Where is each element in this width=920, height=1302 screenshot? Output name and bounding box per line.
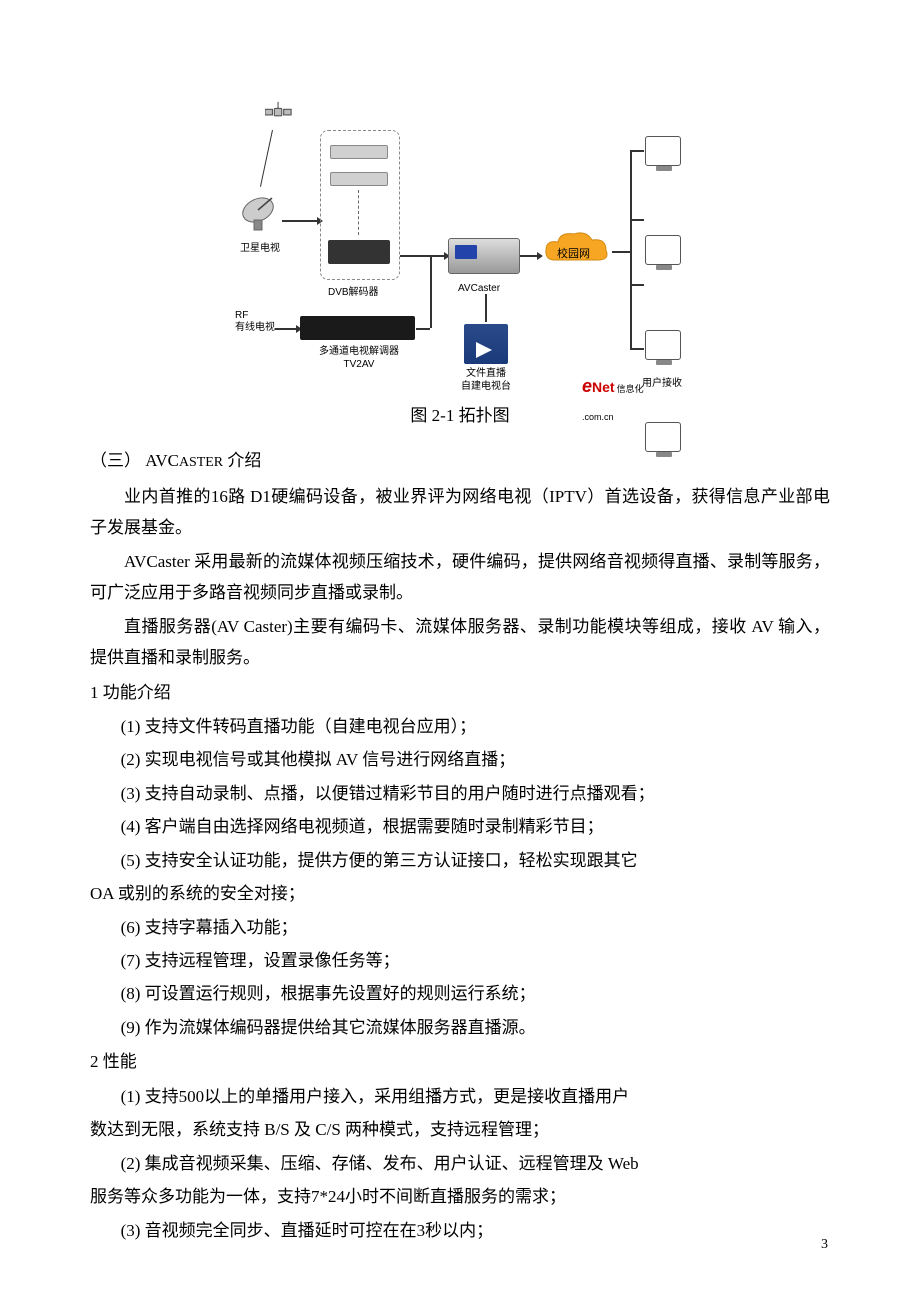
link-line <box>400 255 445 257</box>
link-line <box>630 150 632 350</box>
satellite-icon <box>265 100 293 126</box>
page-number: 3 <box>821 1232 828 1258</box>
dvb-device-icon <box>330 172 388 186</box>
user-terminal-icon <box>645 235 681 265</box>
link-line <box>630 219 644 221</box>
avcaster-server-icon <box>448 238 520 274</box>
function-item-8: (8) 可设置运行规则，根据事先设置好的规则运行系统； <box>90 978 830 1009</box>
link-line <box>520 255 538 257</box>
subheading-performance: 2 性能 <box>90 1046 830 1077</box>
paragraph: 直播服务器(AV Caster)主要有编码卡、流媒体服务器、录制功能模块等组成，… <box>90 611 830 674</box>
diagram-canvas: 卫星电视 DVB解码器 RF有线电视 多通道电视解调器TV2AV AVCaste… <box>220 70 700 390</box>
link-line <box>358 190 360 235</box>
link-line <box>612 251 630 253</box>
link-line <box>430 256 432 328</box>
user-label: 用户接收 <box>642 375 682 394</box>
function-item-3: (3) 支持自动录制、点播，以便错过精彩节目的用户随时进行点播观看； <box>90 778 830 809</box>
filetv-icon <box>464 324 508 364</box>
link-line <box>275 328 297 330</box>
perf-item-1-cont: 数达到无限，系统支持 B/S 及 C/S 两种模式，支持远程管理； <box>90 1114 830 1145</box>
link-line <box>416 328 430 330</box>
enet-logo: eNet信息化.com.cn <box>582 370 644 429</box>
section-heading-3: （三） AVCASTER 介绍 <box>90 445 830 476</box>
function-item-1: (1) 支持文件转码直播功能（自建电视台应用）； <box>90 711 830 742</box>
function-item-4: (4) 客户端自由选择网络电视频道，根据需要随时录制精彩节目； <box>90 811 830 842</box>
dvb-label: DVB解码器 <box>328 284 379 303</box>
avcaster-label: AVCaster <box>458 280 500 299</box>
function-item-5-cont: OA 或别的系统的安全对接； <box>90 878 830 909</box>
dvb-device-icon <box>328 240 390 264</box>
link-line <box>282 220 318 222</box>
topology-diagram: 卫星电视 DVB解码器 RF有线电视 多通道电视解调器TV2AV AVCaste… <box>90 70 830 390</box>
figure-caption: 图 2-1 拓扑图 <box>90 400 830 431</box>
paragraph: 业内首推的16路 D1硬编码设备，被业界评为网络电视（IPTV）首选设备，获得信… <box>90 481 830 544</box>
dish-label: 卫星电视 <box>240 240 280 259</box>
subheading-functions: 1 功能介绍 <box>90 677 830 708</box>
function-item-6: (6) 支持字幕插入功能； <box>90 912 830 943</box>
perf-item-1: (1) 支持500以上的单播用户接入，采用组播方式，更是接收直播用户 <box>90 1081 830 1112</box>
link-line <box>630 348 644 350</box>
link-line <box>260 130 273 187</box>
user-terminal-icon <box>645 422 681 452</box>
tv2av-label: 多通道电视解调器TV2AV <box>305 345 413 371</box>
paragraph: AVCaster 采用最新的流媒体视频压缩技术，硬件编码，提供网络音视频得直播、… <box>90 546 830 609</box>
perf-item-2: (2) 集成音视频采集、压缩、存储、发布、用户认证、远程管理及 Web <box>90 1148 830 1179</box>
user-terminal-icon <box>645 330 681 360</box>
satellite-dish-icon <box>240 190 282 232</box>
function-item-5: (5) 支持安全认证功能，提供方便的第三方认证接口，轻松实现跟其它 <box>90 845 830 876</box>
function-item-7: (7) 支持远程管理，设置录像任务等； <box>90 945 830 976</box>
rf-label: RF有线电视 <box>235 310 275 334</box>
dvb-device-icon <box>330 145 388 159</box>
link-line <box>485 294 487 322</box>
cloud-label: 校园网 <box>557 244 590 264</box>
link-line <box>630 284 644 286</box>
filetv-label: 文件直播自建电视台 <box>454 368 518 393</box>
function-item-2: (2) 实现电视信号或其他模拟 AV 信号进行网络直播； <box>90 744 830 775</box>
function-item-9: (9) 作为流媒体编码器提供给其它流媒体服务器直播源。 <box>90 1012 830 1043</box>
perf-item-2-cont: 服务等众多功能为一体，支持7*24小时不间断直播服务的需求； <box>90 1181 830 1212</box>
link-line <box>630 150 644 152</box>
perf-item-3: (3) 音视频完全同步、直播延时可控在在3秒以内； <box>90 1215 830 1246</box>
tv2av-device-icon <box>300 316 415 340</box>
user-terminal-icon <box>645 136 681 166</box>
